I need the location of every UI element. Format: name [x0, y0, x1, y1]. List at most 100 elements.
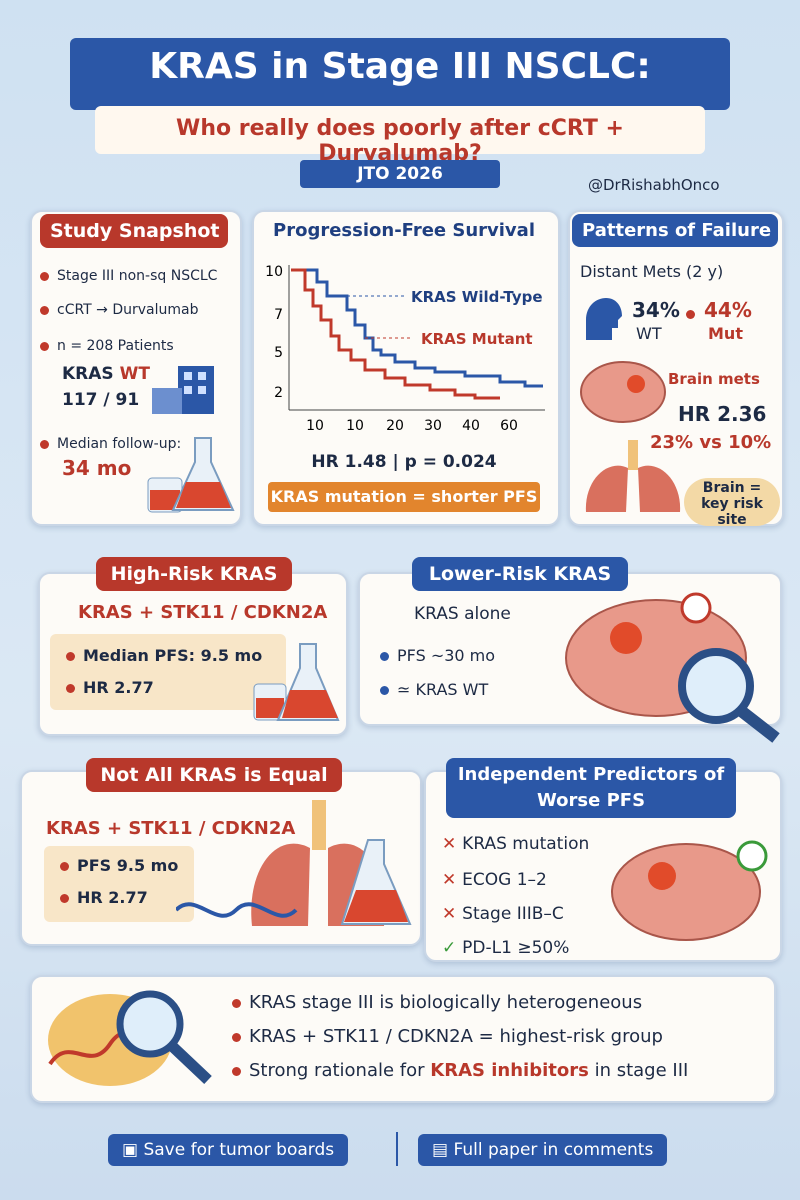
- km-curve-mut: [291, 268, 500, 400]
- predictor-item: ✕ ECOG 1–2: [442, 870, 547, 890]
- building-icon: [152, 366, 214, 414]
- item-text: cCRT → Durvalumab: [57, 302, 199, 318]
- flask-icon: [253, 643, 340, 721]
- save-button[interactable]: ▣ Save for tumor boards: [108, 1134, 349, 1166]
- button-text: Full paper in comments: [453, 1140, 654, 1160]
- item-text: n = 208 Patients: [57, 338, 174, 354]
- predictor-item: ✓ PD-L1 ≥50%: [442, 938, 570, 958]
- kras-line: KRAS WT: [62, 364, 150, 384]
- x-tick-label: 60: [500, 418, 518, 434]
- snapshot-item: cCRT → Durvalumab: [40, 302, 199, 318]
- y-tick-label: 2: [274, 385, 283, 401]
- button-text: Save for tumor boards: [143, 1140, 335, 1160]
- legend-wt: KRAS Wild-Type: [411, 288, 543, 306]
- followup-label: Median follow-up:: [57, 436, 182, 452]
- brain-icon: [580, 361, 666, 423]
- brain-icon: [611, 840, 768, 941]
- y-tick-label: 5: [274, 345, 283, 361]
- not-equal-panel: [44, 846, 194, 922]
- subtitle: Who really does poorly after cCRT + Durv…: [176, 116, 624, 166]
- followup-value: 34 mo: [62, 456, 132, 480]
- failure-title: Patterns of Failure: [572, 214, 778, 247]
- item-text: PD-L1 ≥50%: [462, 938, 570, 958]
- item-text: Stage IIIB–C: [462, 904, 564, 924]
- item-text: Median PFS: 9.5 mo: [83, 646, 263, 665]
- divider: [396, 1132, 398, 1166]
- high-risk-subtitle: KRAS + STK11 / CDKN2A: [78, 602, 328, 623]
- snapshot-item: n = 208 Patients: [40, 338, 174, 354]
- lower-risk-title: Lower-Risk KRAS: [412, 557, 628, 591]
- item-text: Strong rationale for: [249, 1060, 425, 1081]
- lower-risk-subtitle: KRAS alone: [414, 604, 511, 624]
- handle: @DrRishabhOnco: [588, 176, 720, 194]
- x-tick-label: 10: [346, 418, 364, 434]
- brain-magnifier-icon: [565, 592, 780, 743]
- item-text: in stage III: [594, 1060, 689, 1081]
- pfs-card: [252, 210, 560, 526]
- kras-label: KRAS: [62, 364, 114, 384]
- followup: Median follow-up:: [40, 436, 181, 452]
- bullet: [686, 310, 695, 319]
- conclusion-item: KRAS + STK11 / CDKN2A = highest-risk gro…: [232, 1026, 663, 1047]
- high-risk-title: High-Risk KRAS: [96, 557, 292, 591]
- conclusion-item: KRAS stage III is biologically heterogen…: [232, 992, 642, 1013]
- item-highlight: KRAS inhibitors: [430, 1060, 589, 1081]
- item-text: ECOG 1–2: [462, 870, 547, 890]
- high-risk-panel: [50, 634, 286, 710]
- head-icon: [586, 298, 622, 340]
- high-risk-item: Median PFS: 9.5 mo: [66, 646, 262, 665]
- predictors-title: Independent Predictors of: [457, 764, 725, 785]
- paper-button[interactable]: ▤ Full paper in comments: [418, 1134, 668, 1166]
- lungs-icon: [585, 440, 681, 512]
- brain-compare: 23% vs 10%: [650, 432, 772, 453]
- kras-wt: WT: [119, 364, 150, 384]
- pfs-banner: KRAS mutation = shorter PFS: [268, 482, 540, 512]
- x-tick-label: 30: [424, 418, 442, 434]
- brain-hr: HR 2.36: [678, 402, 767, 426]
- not-equal-subtitle: KRAS + STK11 / CDKN2A: [46, 818, 296, 839]
- item-text: Stage III non-sq NSCLC: [57, 268, 218, 284]
- km-plot: 10 7 5 2 10 10 20 30 40 60 KRAS Wild-Typ…: [265, 264, 545, 434]
- item-text: ≃ KRAS WT: [397, 680, 489, 699]
- not-equal-item: HR 2.77: [60, 888, 148, 907]
- legend-mut: KRAS Mutant: [421, 330, 533, 348]
- not-equal-item: PFS 9.5 mo: [60, 856, 178, 875]
- lower-risk-item: ≃ KRAS WT: [380, 680, 488, 699]
- title: KRAS in Stage III NSCLC:: [149, 46, 651, 87]
- item-text: KRAS mutation: [462, 834, 590, 854]
- badge: JTO 2026: [300, 160, 500, 188]
- kras-split: 117 / 91: [62, 390, 140, 410]
- km-curve-wt: [291, 268, 543, 388]
- item-text: HR 2.77: [83, 678, 154, 697]
- lower-risk-item: PFS ~30 mo: [380, 646, 495, 665]
- x-tick-label: 40: [462, 418, 480, 434]
- snapshot-item: Stage III non-sq NSCLC: [40, 268, 217, 284]
- subtitle-banner: [95, 106, 705, 154]
- mut-label: Mut: [708, 324, 743, 343]
- callout: Brain = key risk site: [701, 480, 763, 528]
- pfs-stat: HR 1.48 | p = 0.024: [311, 452, 497, 472]
- predictor-item: ✕ Stage IIIB–C: [442, 904, 564, 924]
- not-equal-title: Not All KRAS is Equal: [86, 758, 342, 792]
- predictors-title: Worse PFS: [536, 790, 646, 811]
- item-text: PFS 9.5 mo: [77, 856, 179, 875]
- callout-bg: [684, 478, 780, 526]
- wt-pct: 34%: [632, 298, 680, 322]
- x-tick-label: 20: [386, 418, 404, 434]
- mut-pct: 44%: [704, 298, 752, 322]
- predictor-item: ✕ KRAS mutation: [442, 834, 590, 854]
- flask-icon: [147, 437, 235, 513]
- y-tick-label: 10: [265, 264, 283, 280]
- high-risk-item: HR 2.77: [66, 678, 154, 697]
- snapshot-title: Study Snapshot: [40, 214, 228, 248]
- item-text: KRAS + STK11 / CDKN2A = highest-risk gro…: [249, 1026, 663, 1047]
- pfs-title: Progression-Free Survival: [273, 220, 535, 241]
- brain-mets: Brain mets: [668, 370, 760, 388]
- conclusion-item: Strong rationale for KRAS inhibitors in …: [232, 1060, 688, 1081]
- item-text: PFS ~30 mo: [397, 646, 496, 665]
- distant-mets: Distant Mets (2 y): [580, 262, 724, 281]
- predictors-title-bg: [446, 758, 736, 818]
- x-tick-label: 10: [306, 418, 324, 434]
- item-text: KRAS stage III is biologically heterogen…: [249, 992, 643, 1013]
